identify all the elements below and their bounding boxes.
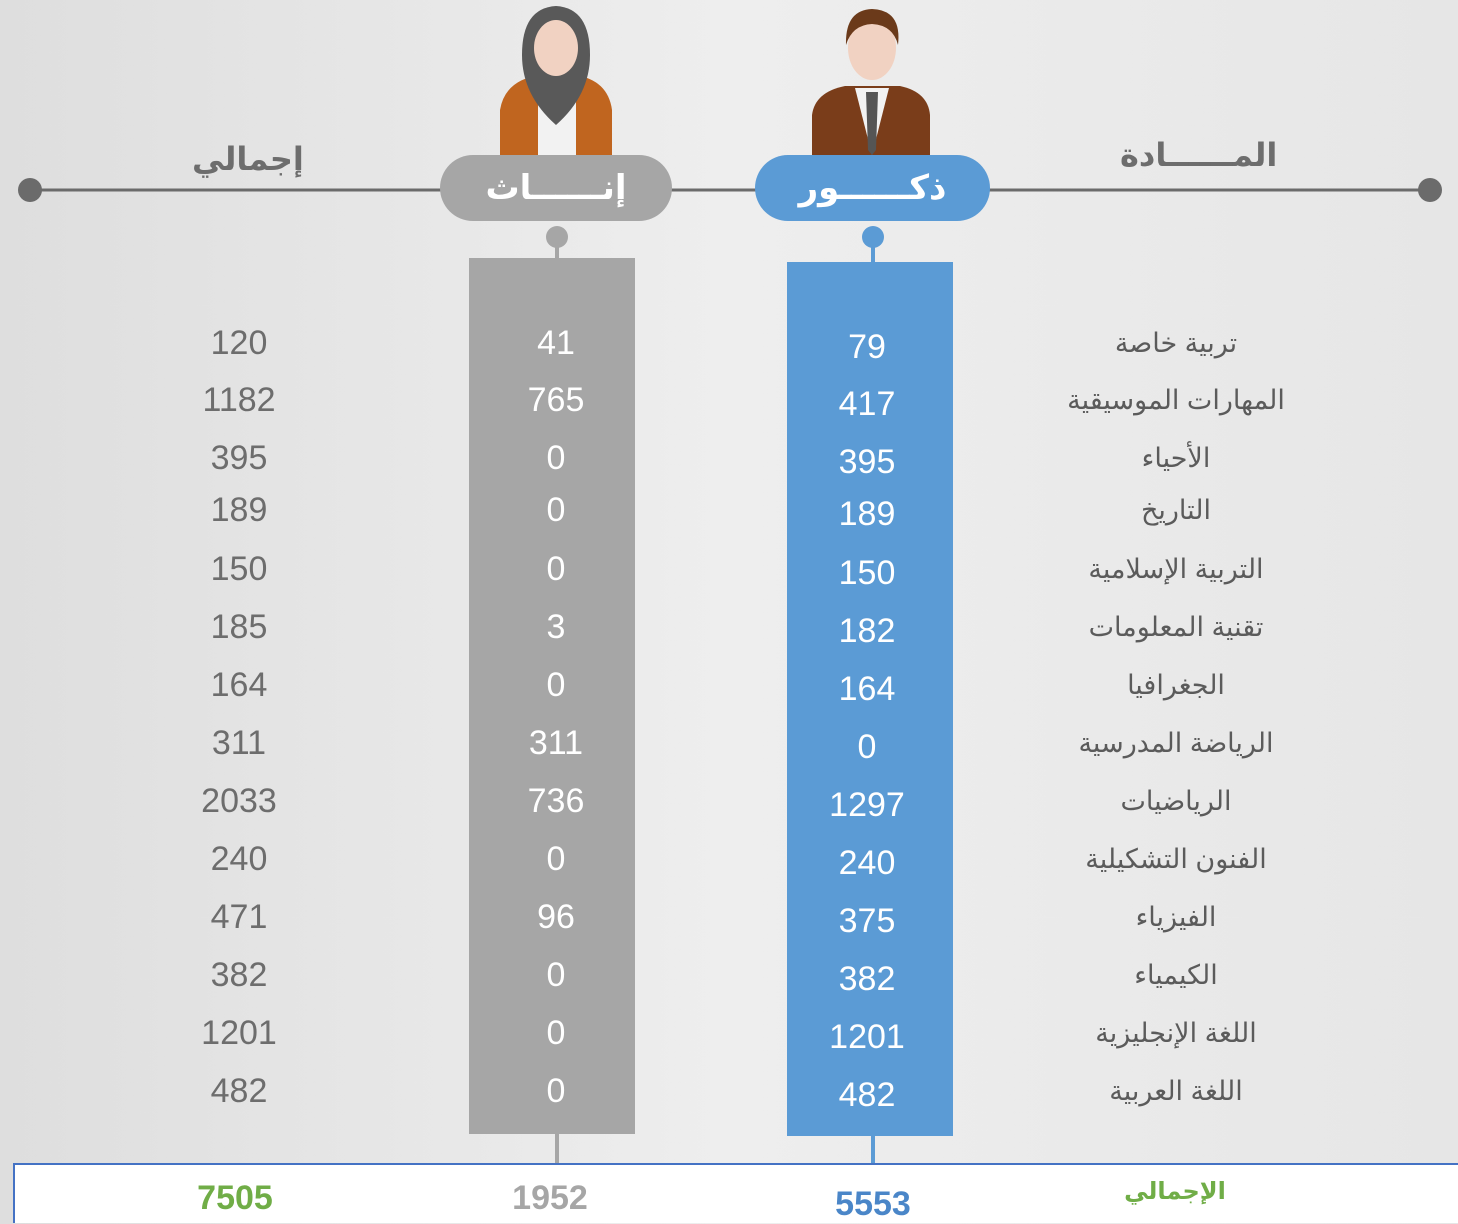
total-header: إجمالي: [192, 140, 304, 178]
subject: اللغة العربية: [1016, 1071, 1336, 1111]
female-count: 96: [456, 897, 656, 937]
male-count: 150: [767, 553, 967, 593]
male-count: 382: [767, 959, 967, 999]
grand-total: 7505: [135, 1178, 335, 1218]
total-count: 311: [139, 723, 339, 763]
male-count: 375: [767, 901, 967, 941]
total-count: 120: [139, 323, 339, 363]
male-count: 482: [767, 1075, 967, 1115]
subject: المهارات الموسيقية: [1016, 380, 1336, 420]
male-count: 0: [767, 727, 967, 767]
male-count: 182: [767, 611, 967, 651]
male-count: 395: [767, 442, 967, 482]
total-count: 185: [139, 607, 339, 647]
subject: التربية الإسلامية: [1016, 549, 1336, 589]
total-count: 482: [139, 1071, 339, 1111]
female-count: 765: [456, 380, 656, 420]
female-pill: إنــــــاث: [440, 155, 672, 221]
male-count: 417: [767, 384, 967, 424]
total-count: 189: [139, 490, 339, 530]
total-count: 1201: [139, 1013, 339, 1053]
subject: الرياضيات: [1016, 781, 1336, 821]
male-count: 79: [767, 327, 967, 367]
female-count: 0: [456, 955, 656, 995]
subject: تربية خاصة: [1016, 323, 1336, 363]
female-count: 311: [456, 723, 656, 763]
total-count: 2033: [139, 781, 339, 821]
subject: تقنية المعلومات: [1016, 607, 1336, 647]
male-count: 240: [767, 843, 967, 883]
total-count: 164: [139, 665, 339, 705]
male-count: 189: [767, 494, 967, 534]
female-count: 0: [456, 839, 656, 879]
subject: الرياضة المدرسية: [1016, 723, 1336, 763]
page: {"header": {"subject": "المــــــادة", "…: [0, 0, 1458, 1223]
subject: الفيزياء: [1016, 897, 1336, 937]
subject: الجغرافيا: [1016, 665, 1336, 705]
female-count: 0: [456, 1071, 656, 1111]
male-total: 5553: [773, 1184, 973, 1224]
male-count: 1297: [767, 785, 967, 825]
female-count: 0: [456, 665, 656, 705]
subject: التاريخ: [1016, 490, 1336, 530]
subject: الكيمياء: [1016, 955, 1336, 995]
female-count: 41: [456, 323, 656, 363]
female-count: 0: [456, 490, 656, 530]
female-count: 3: [456, 607, 656, 647]
total-count: 471: [139, 897, 339, 937]
total-count: 1182: [139, 380, 339, 420]
male-count: 164: [767, 669, 967, 709]
subject: اللغة الإنجليزية: [1016, 1013, 1336, 1053]
female-count: 0: [456, 549, 656, 589]
subject: الفنون التشكيلية: [1016, 839, 1336, 879]
subject-header: المــــــادة: [1120, 136, 1277, 174]
male-pill: ذكــــــور: [755, 155, 990, 221]
female-total: 1952: [450, 1178, 650, 1218]
male-count: 1201: [767, 1017, 967, 1057]
female-count: 0: [456, 438, 656, 478]
total-count: 382: [139, 955, 339, 995]
subject: الأحياء: [1016, 438, 1336, 478]
totals-label: الإجمالي: [1075, 1172, 1275, 1212]
total-count: 240: [139, 839, 339, 879]
total-count: 150: [139, 549, 339, 589]
total-count: 395: [139, 438, 339, 478]
female-count: 0: [456, 1013, 656, 1053]
female-count: 736: [456, 781, 656, 821]
